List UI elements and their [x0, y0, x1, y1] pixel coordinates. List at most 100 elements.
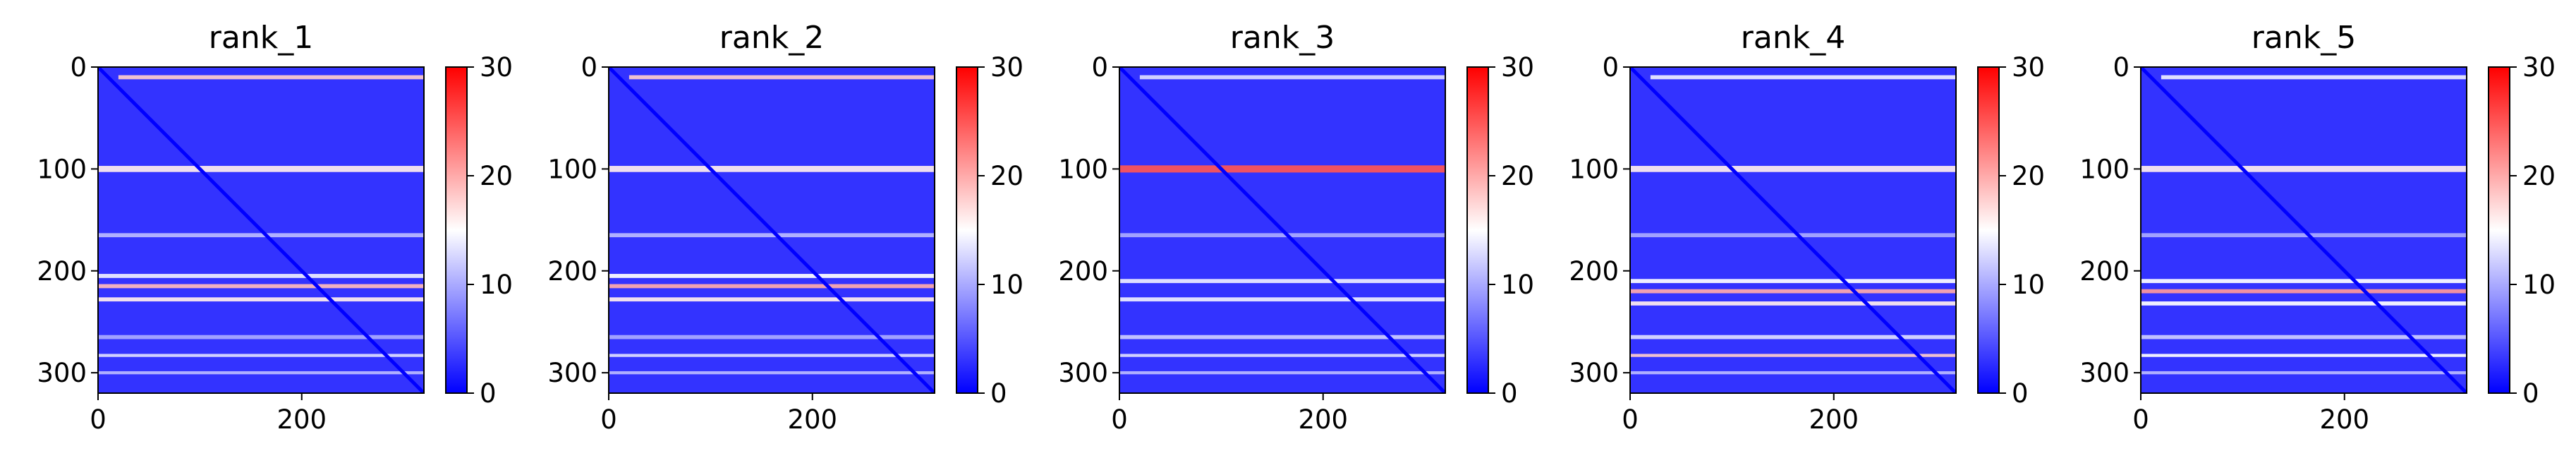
- colorbar-tick-label: 30: [2012, 52, 2045, 83]
- colorbar-tick-label: 10: [1501, 270, 1534, 300]
- y-tick-label: 0: [1091, 52, 1108, 83]
- x-tick-label: 0: [90, 404, 107, 435]
- heatmap-matrix: [1630, 67, 1956, 393]
- x-tick-label: 200: [2319, 404, 2369, 435]
- colorbar: [2488, 66, 2510, 394]
- x-tick-label: 0: [600, 404, 617, 435]
- y-tick-label: 200: [1569, 256, 1619, 287]
- colorbar-tick-label: 0: [1501, 378, 1518, 409]
- x-tick-label: 200: [277, 404, 327, 435]
- heatmap-band: [609, 354, 935, 357]
- colorbar-tick-label: 10: [480, 270, 513, 300]
- heatmap-band: [609, 284, 935, 289]
- y-tick-label: 100: [547, 154, 597, 184]
- y-tick-label: 200: [1058, 256, 1108, 287]
- heatmap-band: [98, 274, 424, 278]
- heatmap-band: [98, 371, 424, 375]
- colorbar-tick-label: 20: [480, 161, 513, 191]
- heatmap-band: [1630, 279, 1956, 284]
- x-tick-label: 200: [787, 404, 837, 435]
- y-tick-label: 100: [2079, 154, 2130, 184]
- colorbar-tick-label: 30: [1501, 52, 1534, 83]
- heatmap-matrix: [1119, 67, 1445, 393]
- axes-frame: [1119, 66, 1446, 394]
- heatmap-band: [1119, 233, 1445, 238]
- heatmap-band: [2141, 354, 2467, 357]
- colorbar-tick-label: 10: [2522, 270, 2556, 300]
- heatmap-band: [1630, 233, 1956, 238]
- heatmap-diagonal: [98, 67, 424, 393]
- y-tick-label: 0: [2113, 52, 2130, 83]
- heatmap-band: [118, 75, 424, 80]
- y-tick-label: 100: [1058, 154, 1108, 184]
- heatmap-band: [609, 166, 935, 172]
- heatmap-band: [2141, 279, 2467, 284]
- y-tick-label: 0: [581, 52, 597, 83]
- axes-frame: [97, 66, 425, 394]
- axes-frame: [608, 66, 935, 394]
- colorbar: [445, 66, 468, 394]
- heatmap-band: [98, 297, 424, 302]
- heatmap-band: [1119, 297, 1445, 302]
- colorbar: [1466, 66, 1489, 394]
- colorbar-tick-label: 0: [2012, 378, 2029, 409]
- colorbar-tick-label: 30: [480, 52, 513, 83]
- heatmap-band: [1630, 335, 1956, 339]
- heatmap-band: [2141, 301, 2467, 306]
- heatmap-matrix: [609, 67, 935, 393]
- heatmap-band: [2161, 75, 2467, 80]
- heatmap-diagonal: [609, 67, 935, 393]
- chart-title: rank_3: [1230, 20, 1335, 56]
- heatmap-band: [1139, 75, 1445, 80]
- colorbar-tick-label: 20: [2522, 161, 2556, 191]
- heatmap-band: [1630, 354, 1956, 357]
- y-tick-label: 300: [37, 358, 87, 388]
- heatmap-band: [98, 166, 424, 172]
- heatmap-band: [609, 371, 935, 375]
- colorbar-tick-label: 0: [2522, 378, 2539, 409]
- colorbar: [956, 66, 978, 394]
- y-tick-label: 200: [547, 256, 597, 287]
- x-tick-label: 0: [2132, 404, 2149, 435]
- heatmap-diagonal: [2141, 67, 2467, 393]
- colorbar-tick-label: 10: [2012, 270, 2045, 300]
- heatmap-band: [98, 284, 424, 289]
- x-tick-label: 0: [1111, 404, 1128, 435]
- heatmap-band: [609, 297, 935, 302]
- colorbar-tick-label: 20: [2012, 161, 2045, 191]
- heatmap-band: [2141, 289, 2467, 294]
- x-tick-label: 200: [1298, 404, 1348, 435]
- colorbar-tick-label: 10: [990, 270, 1023, 300]
- heatmap-band: [609, 274, 935, 278]
- y-tick-label: 200: [37, 256, 87, 287]
- heatmap-band: [2141, 233, 2467, 238]
- colorbar-tick-label: 20: [1501, 161, 1534, 191]
- colorbar-tick-label: 0: [480, 378, 497, 409]
- y-tick-label: 0: [1602, 52, 1619, 83]
- heatmap-band: [2141, 371, 2467, 375]
- heatmap-band: [1119, 371, 1445, 375]
- heatmap-band: [1630, 301, 1956, 306]
- x-tick-label: 200: [1809, 404, 1859, 435]
- heatmap-band: [98, 354, 424, 357]
- chart-title: rank_4: [1741, 20, 1845, 56]
- y-tick-label: 300: [2079, 358, 2130, 388]
- y-tick-label: 300: [547, 358, 597, 388]
- colorbar: [1977, 66, 2000, 394]
- heatmap-diagonal: [1630, 67, 1956, 393]
- heatmap-band: [1630, 371, 1956, 375]
- heatmap-band: [1630, 166, 1956, 172]
- y-tick-label: 0: [70, 52, 87, 83]
- heatmap-band: [609, 335, 935, 339]
- chart-title: rank_1: [209, 20, 313, 56]
- heatmap-diagonal: [1119, 67, 1445, 393]
- y-tick-label: 100: [37, 154, 87, 184]
- heatmap-matrix: [98, 67, 424, 393]
- y-tick-label: 300: [1058, 358, 1108, 388]
- heatmap-band: [1119, 165, 1445, 173]
